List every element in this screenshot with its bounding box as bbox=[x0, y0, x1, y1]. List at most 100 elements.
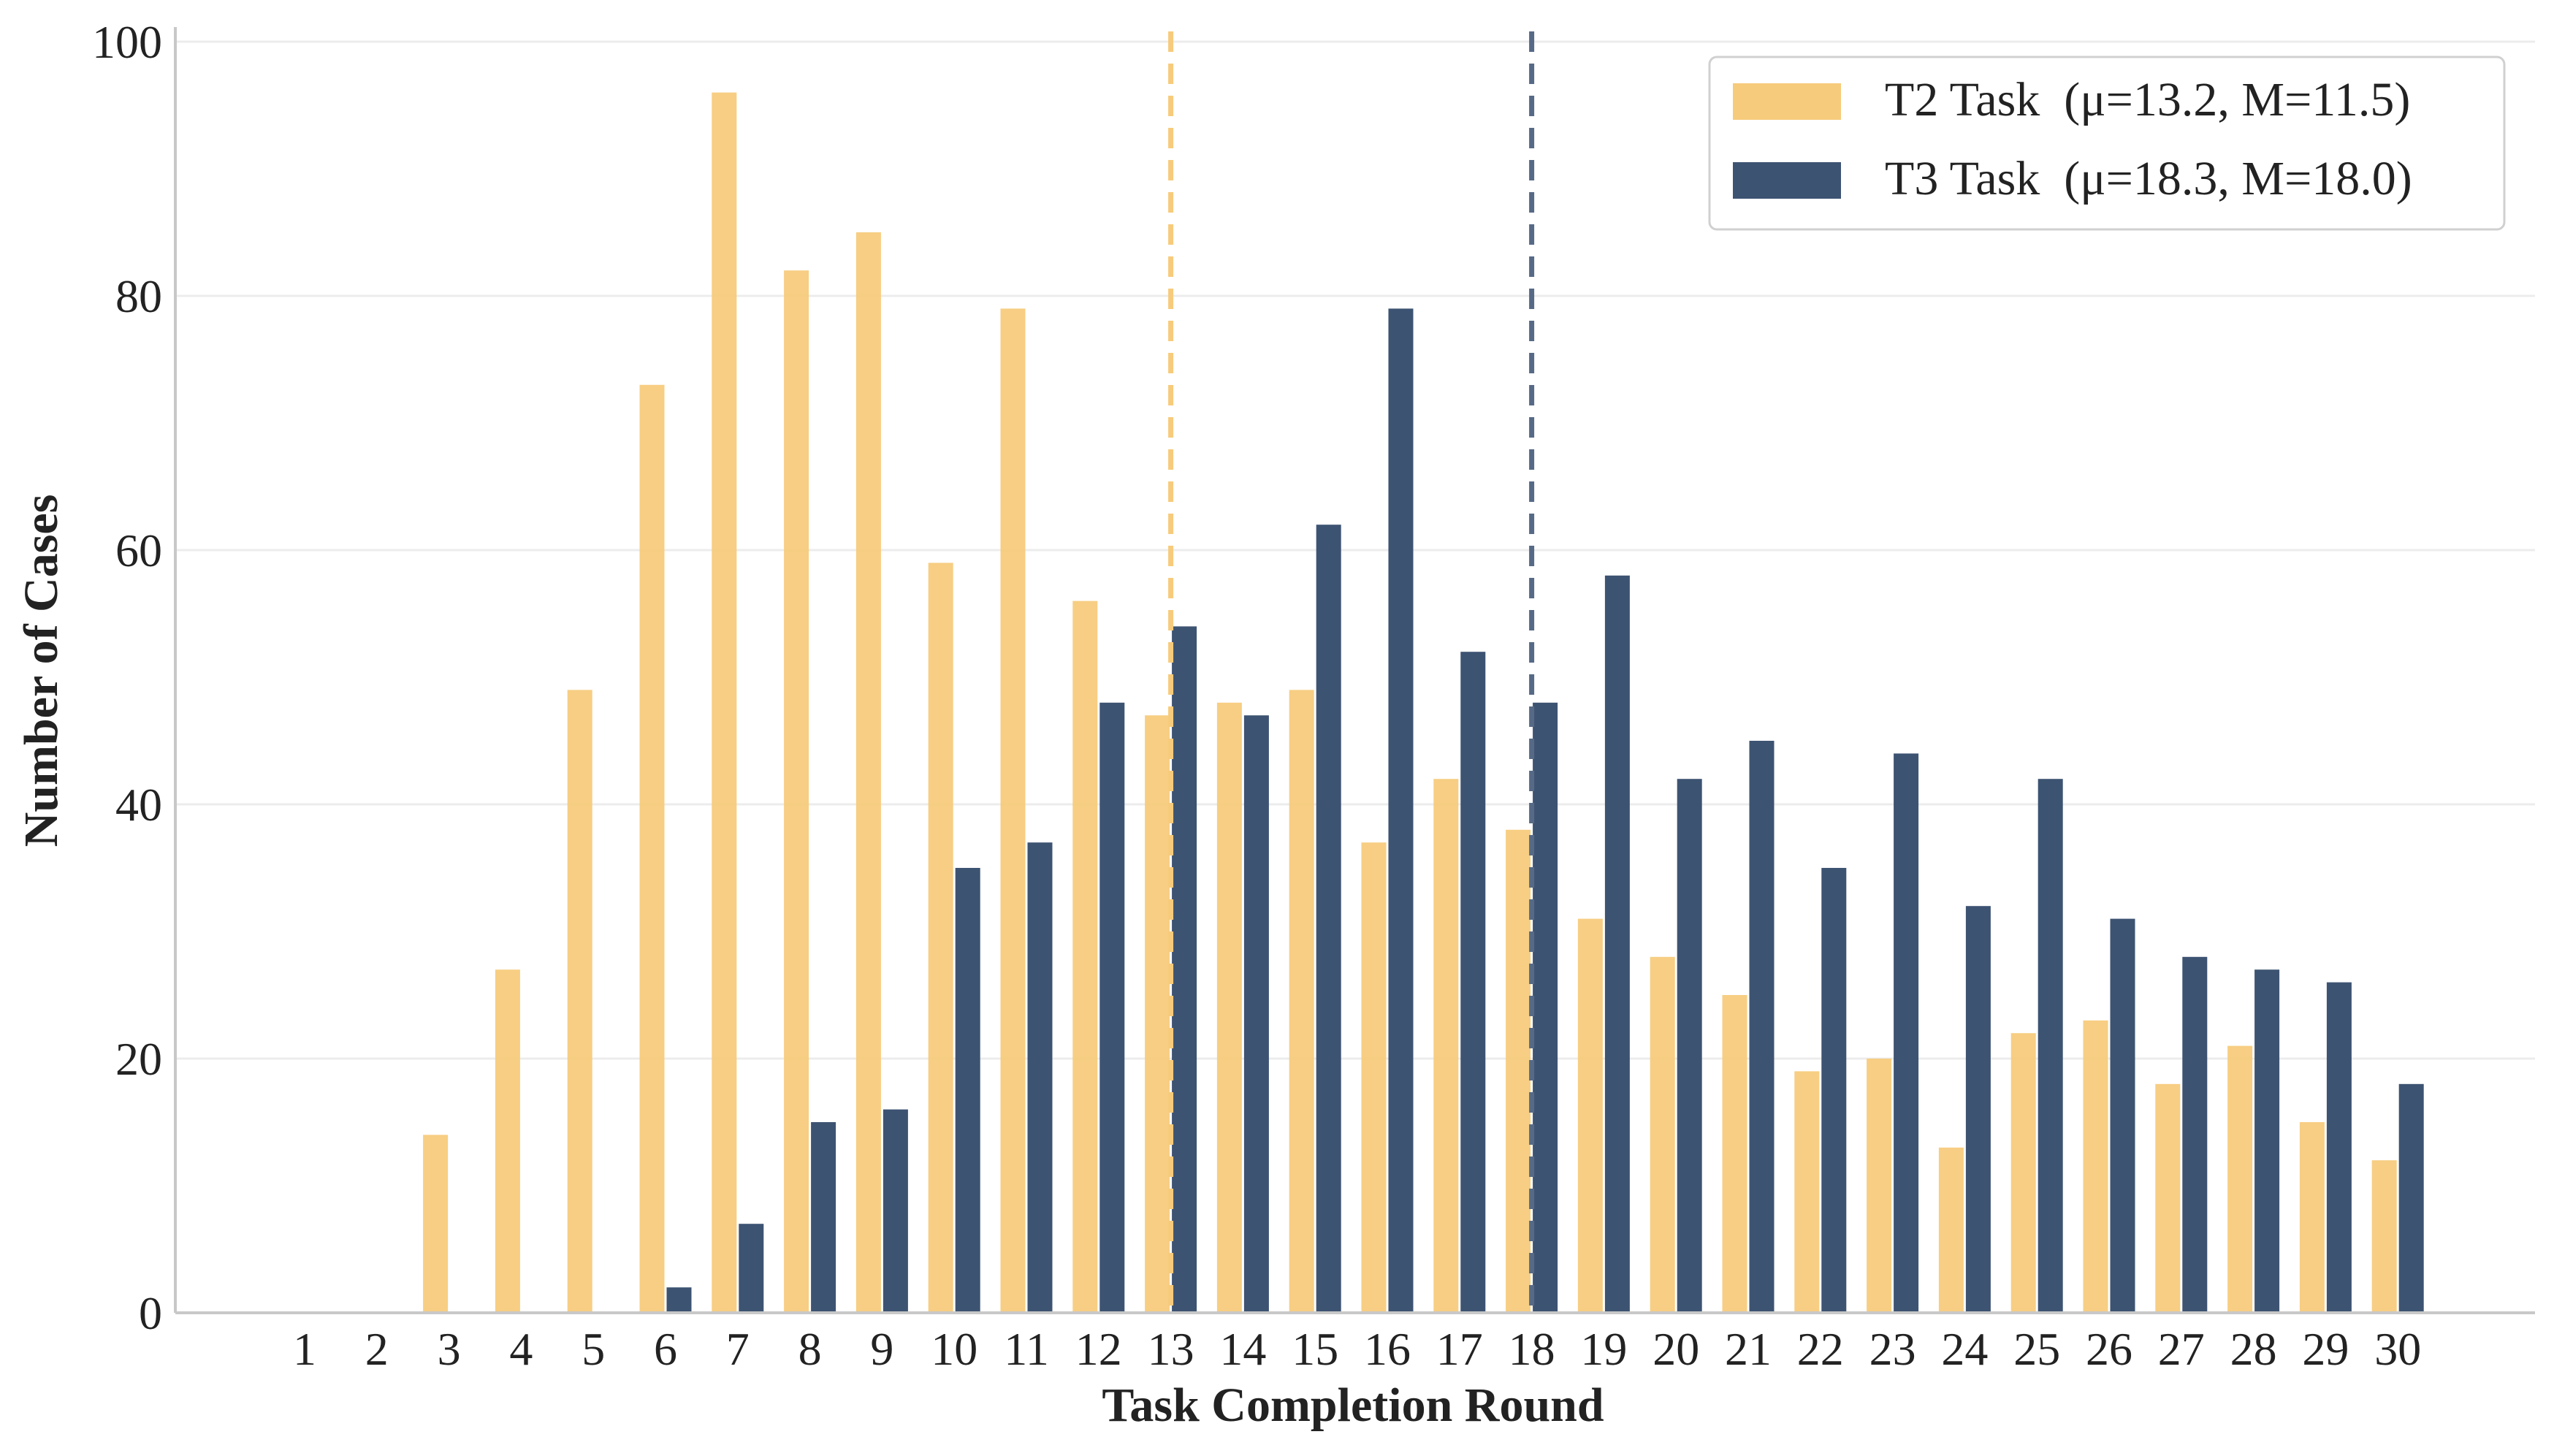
bar-t2-task-29 bbox=[2299, 1122, 2325, 1313]
x-tick-label: 26 bbox=[2086, 1323, 2132, 1375]
bar-t3-task-18 bbox=[1533, 702, 1558, 1313]
bar-t3-task-15 bbox=[1316, 525, 1341, 1314]
mean-lines bbox=[1168, 31, 1535, 1313]
bar-t3-task-11 bbox=[1027, 842, 1053, 1313]
bar-series bbox=[423, 92, 2424, 1314]
series-t3-task bbox=[666, 308, 2424, 1314]
bar-t2-task-20 bbox=[1650, 956, 1675, 1313]
y-tick-labels: 0 20 40 60 80 100 bbox=[92, 16, 162, 1339]
bar-t2-task-30 bbox=[2371, 1160, 2397, 1313]
bar-t3-task-8 bbox=[811, 1122, 836, 1313]
x-tick-label: 10 bbox=[931, 1323, 977, 1375]
legend-label-t2: T2 Task (μ=13.2, M=11.5) bbox=[1885, 73, 2410, 126]
bar-t3-task-23 bbox=[1894, 753, 1919, 1313]
legend-swatch-t3 bbox=[1733, 162, 1841, 199]
bar-t3-task-20 bbox=[1677, 779, 1702, 1313]
x-tick-label: 14 bbox=[1219, 1323, 1266, 1375]
bar-t3-task-13 bbox=[1172, 626, 1197, 1313]
bar-t2-task-28 bbox=[2227, 1045, 2253, 1313]
bar-t3-task-29 bbox=[2326, 982, 2352, 1313]
bar-t2-task-19 bbox=[1577, 918, 1603, 1313]
x-tick-label: 29 bbox=[2302, 1323, 2349, 1375]
y-tick-label: 100 bbox=[92, 16, 162, 68]
x-tick-label: 28 bbox=[2230, 1323, 2277, 1375]
x-tick-label: 16 bbox=[1364, 1323, 1411, 1375]
x-tick-label: 25 bbox=[2013, 1323, 2060, 1375]
legend-frame bbox=[1708, 56, 2506, 231]
x-tick-label: 15 bbox=[1292, 1323, 1338, 1375]
bar-t2-task-15 bbox=[1289, 690, 1314, 1313]
bar-t2-task-5 bbox=[567, 690, 592, 1313]
bar-t3-task-30 bbox=[2398, 1083, 2424, 1313]
bar-t2-task-10 bbox=[928, 563, 953, 1313]
bar-t2-task-24 bbox=[1938, 1147, 1964, 1313]
x-tick-label: 2 bbox=[365, 1323, 389, 1375]
bar-t2-task-27 bbox=[2155, 1083, 2181, 1313]
bar-t2-task-14 bbox=[1216, 702, 1242, 1313]
bar-t3-task-16 bbox=[1388, 308, 1414, 1313]
bar-t2-task-9 bbox=[855, 232, 881, 1313]
x-tick-label: 4 bbox=[509, 1323, 533, 1375]
axes bbox=[174, 27, 2535, 1314]
x-tick-label: 18 bbox=[1509, 1323, 1555, 1375]
x-tick-label: 9 bbox=[870, 1323, 893, 1375]
x-tick-labels: 1 2 3 4 5 6 7 8 9 10 11 12 13 14 15 16 17 18 19 20 21 22 23 24 2… bbox=[293, 1323, 2421, 1375]
bar-t2-task-25 bbox=[2010, 1033, 2036, 1313]
bar-t2-task-7 bbox=[712, 92, 737, 1314]
bar-t2-task-17 bbox=[1433, 779, 1459, 1313]
x-tick-label: 17 bbox=[1436, 1323, 1483, 1375]
x-tick-label: 12 bbox=[1075, 1323, 1122, 1375]
legend: T2 Task (μ=13.2, M=11.5) T3 Task (μ=18.3… bbox=[1708, 56, 2506, 231]
x-tick-label: 7 bbox=[726, 1323, 750, 1375]
bar-t2-task-8 bbox=[784, 270, 809, 1314]
x-tick-label: 30 bbox=[2374, 1323, 2421, 1375]
bar-t3-task-6 bbox=[666, 1287, 692, 1313]
bar-t3-task-28 bbox=[2254, 969, 2280, 1313]
bar-t2-task-26 bbox=[2083, 1020, 2108, 1313]
x-tick-label: 1 bbox=[293, 1323, 316, 1375]
x-tick-label: 24 bbox=[1941, 1323, 1988, 1375]
x-tick-label: 8 bbox=[798, 1323, 822, 1375]
x-tick-label: 19 bbox=[1580, 1323, 1627, 1375]
bar-t2-task-18 bbox=[1506, 829, 1531, 1313]
x-tick-label: 27 bbox=[2158, 1323, 2205, 1375]
y-tick-label: 0 bbox=[139, 1287, 162, 1339]
series-t2-task bbox=[423, 92, 2397, 1314]
bar-t3-task-12 bbox=[1099, 702, 1125, 1313]
x-tick-label: 20 bbox=[1653, 1323, 1699, 1375]
x-axis-title: Task Completion Round bbox=[1102, 1379, 1604, 1432]
bar-t2-task-21 bbox=[1722, 995, 1747, 1313]
x-tick-label: 11 bbox=[1004, 1323, 1049, 1375]
bar-t2-task-16 bbox=[1361, 842, 1387, 1313]
bar-t3-task-24 bbox=[1965, 906, 1991, 1313]
y-tick-label: 20 bbox=[115, 1033, 162, 1085]
y-tick-label: 80 bbox=[115, 270, 162, 322]
bar-t3-task-27 bbox=[2182, 956, 2208, 1313]
bar-t2-task-23 bbox=[1867, 1059, 1892, 1313]
bar-t3-task-22 bbox=[1821, 868, 1847, 1313]
y-axis-title: Number of Cases bbox=[15, 495, 68, 847]
legend-label-t3: T3 Task (μ=18.3, M=18.0) bbox=[1885, 152, 2412, 205]
x-tick-label: 23 bbox=[1869, 1323, 1916, 1375]
legend-swatch-t2 bbox=[1733, 83, 1841, 120]
bar-t2-task-3 bbox=[423, 1135, 449, 1313]
x-tick-label: 22 bbox=[1797, 1323, 1844, 1375]
bar-t3-task-14 bbox=[1243, 715, 1269, 1313]
bar-t2-task-4 bbox=[495, 969, 520, 1313]
y-tick-label: 40 bbox=[115, 779, 162, 831]
bar-t2-task-13 bbox=[1145, 715, 1170, 1313]
x-tick-label: 13 bbox=[1148, 1323, 1194, 1375]
y-tick-label: 60 bbox=[115, 525, 162, 576]
bar-t3-task-10 bbox=[955, 868, 980, 1313]
bar-t3-task-7 bbox=[739, 1224, 764, 1313]
x-tick-label: 5 bbox=[582, 1323, 605, 1375]
bar-t3-task-26 bbox=[2110, 918, 2135, 1313]
bar-t3-task-19 bbox=[1604, 575, 1630, 1313]
bar-t3-task-9 bbox=[883, 1109, 908, 1313]
x-tick-label: 6 bbox=[654, 1323, 677, 1375]
bar-t3-task-21 bbox=[1749, 741, 1775, 1313]
x-tick-label: 3 bbox=[438, 1323, 461, 1375]
bar-t2-task-6 bbox=[639, 384, 665, 1313]
bar-t3-task-25 bbox=[2038, 779, 2063, 1313]
